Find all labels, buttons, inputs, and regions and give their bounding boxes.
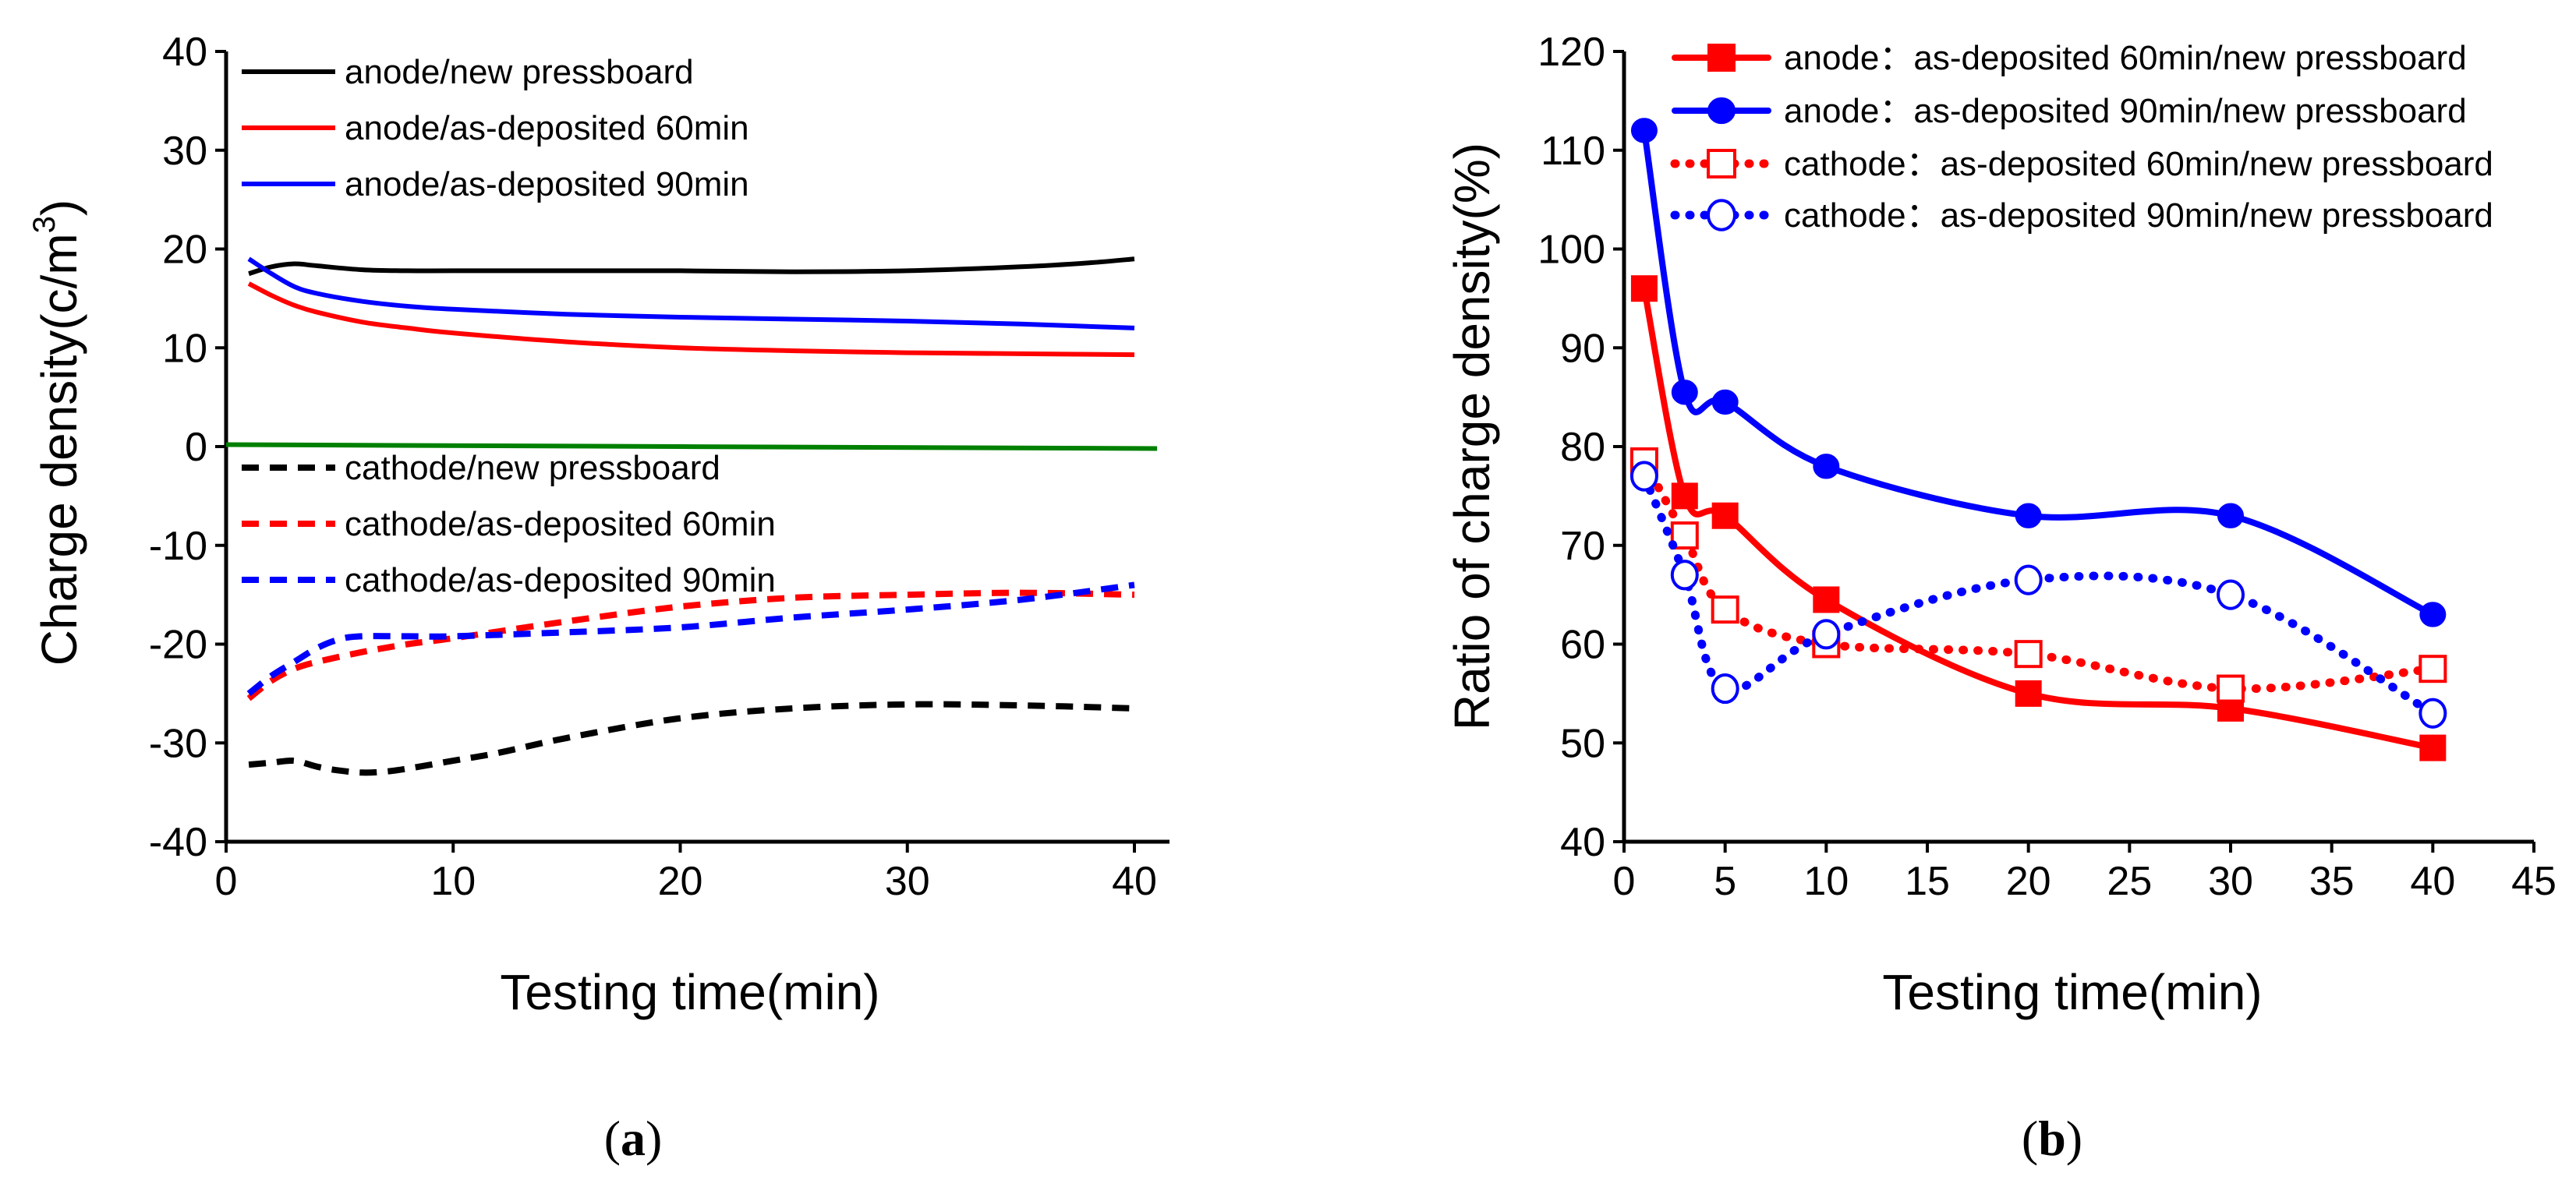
data-point <box>2015 503 2042 528</box>
x-tick-label: 30 <box>2208 859 2253 904</box>
data-point <box>1630 118 1658 143</box>
data-point <box>2419 602 2447 627</box>
data-point <box>1707 44 1736 72</box>
panel-label: (a) <box>604 1111 663 1166</box>
y-axis-title: Ratio of charge density(%) <box>1444 143 1500 730</box>
x-axis-title: Testing time(min) <box>1882 964 2262 1020</box>
y-tick-label: 110 <box>1541 129 1605 174</box>
y-tick-label: -10 <box>149 524 207 569</box>
x-axis-title: Testing time(min) <box>500 964 879 1020</box>
x-tick-label: 5 <box>1714 859 1736 904</box>
legend-label: anode：as-deposited 60min/new pressboard <box>1784 39 2467 77</box>
legend-label: cathode/as-deposited 60min <box>345 505 776 543</box>
legend-label: anode/new pressboard <box>345 53 694 91</box>
y-tick-label: 50 <box>1560 721 1605 766</box>
data-point <box>2217 674 2245 703</box>
y-tick-label: 120 <box>1537 30 1605 75</box>
data-point <box>2014 564 2043 595</box>
data-point <box>2217 503 2244 528</box>
data-point <box>1671 482 1698 510</box>
x-tick-label: 0 <box>1613 859 1636 904</box>
data-point <box>1711 502 1739 529</box>
legend-label: anode/as-deposited 90min <box>345 165 749 203</box>
y-tick-label: 80 <box>1560 425 1605 470</box>
data-point <box>2217 579 2245 610</box>
data-point <box>1707 97 1736 125</box>
data-point <box>1812 619 1841 650</box>
series-line <box>1640 457 2437 694</box>
data-point <box>1629 461 1658 492</box>
y-tick-label: 40 <box>162 30 207 75</box>
data-point <box>1630 275 1658 302</box>
series-line <box>248 701 1135 776</box>
data-point <box>2419 698 2447 729</box>
legend-label: cathode/as-deposited 90min <box>345 561 776 599</box>
x-tick-label: 20 <box>658 859 703 904</box>
series-line <box>1640 472 2437 718</box>
x-tick-label: 10 <box>430 859 476 904</box>
data-point <box>1707 199 1736 231</box>
panel-a-chart: 0 10 20 30 40 -40 -30 -20 -10 0 10 20 30 40 anode/new … <box>27 30 1169 1166</box>
y-axis-title: Charge density(c/m3) <box>27 200 87 666</box>
data-point <box>2014 640 2043 669</box>
series-line <box>247 256 1135 330</box>
y-tick-label: 60 <box>1560 623 1605 668</box>
panel-label: (b) <box>2022 1111 2082 1166</box>
legend-label: anode/as-deposited 60min <box>345 109 749 147</box>
data-point <box>1813 454 1840 479</box>
data-point <box>1711 389 1739 415</box>
series-line <box>246 581 1135 697</box>
y-tick-label: 30 <box>162 129 207 174</box>
x-tick-label: 45 <box>2511 859 2557 904</box>
data-point <box>1711 595 1739 624</box>
x-tick-label: 40 <box>2410 859 2455 904</box>
data-point <box>2015 680 2042 707</box>
data-point <box>1670 560 1699 591</box>
data-point <box>1707 149 1736 178</box>
x-tick-label: 15 <box>1905 859 1950 904</box>
data-point <box>2419 734 2447 761</box>
legend-label: anode：as-deposited 90min/new pressboard <box>1784 92 2467 130</box>
data-point <box>2419 655 2447 684</box>
legend-label: cathode/new pressboard <box>345 449 720 487</box>
x-tick-label: 35 <box>2309 859 2355 904</box>
y-tick-label: 100 <box>1537 228 1605 273</box>
series-line <box>248 256 1135 277</box>
x-tick-label: 25 <box>2107 859 2152 904</box>
x-tick-label: 0 <box>215 859 238 904</box>
y-tick-label: -20 <box>149 623 207 668</box>
data-point <box>1671 380 1698 405</box>
panel-b-chart: 0 5 10 15 20 25 30 35 40 45 40 50 60 70 80 90 100 110 120 a… <box>1444 30 2557 1166</box>
series-line <box>246 589 1135 701</box>
data-point <box>1813 586 1840 613</box>
series-line <box>225 442 1158 451</box>
legend-label: cathode：as-deposited 90min/new pressboar… <box>1784 196 2493 235</box>
legend-label: cathode：as-deposited 60min/new pressboar… <box>1784 145 2493 183</box>
x-tick-label: 40 <box>1112 859 1157 904</box>
y-tick-label: 40 <box>1560 820 1605 865</box>
y-tick-label: 90 <box>1560 326 1605 371</box>
y-tick-label: -40 <box>149 820 207 865</box>
y-tick-label: -30 <box>149 721 207 766</box>
y-tick-label: 70 <box>1560 524 1605 569</box>
x-tick-label: 30 <box>885 859 930 904</box>
y-tick-label: 0 <box>185 425 207 470</box>
data-point <box>1711 673 1739 705</box>
x-tick-label: 10 <box>1803 859 1849 904</box>
x-tick-label: 20 <box>2006 859 2051 904</box>
y-tick-label: 20 <box>162 228 207 273</box>
y-tick-label: 10 <box>162 326 207 371</box>
series-line <box>247 281 1135 358</box>
